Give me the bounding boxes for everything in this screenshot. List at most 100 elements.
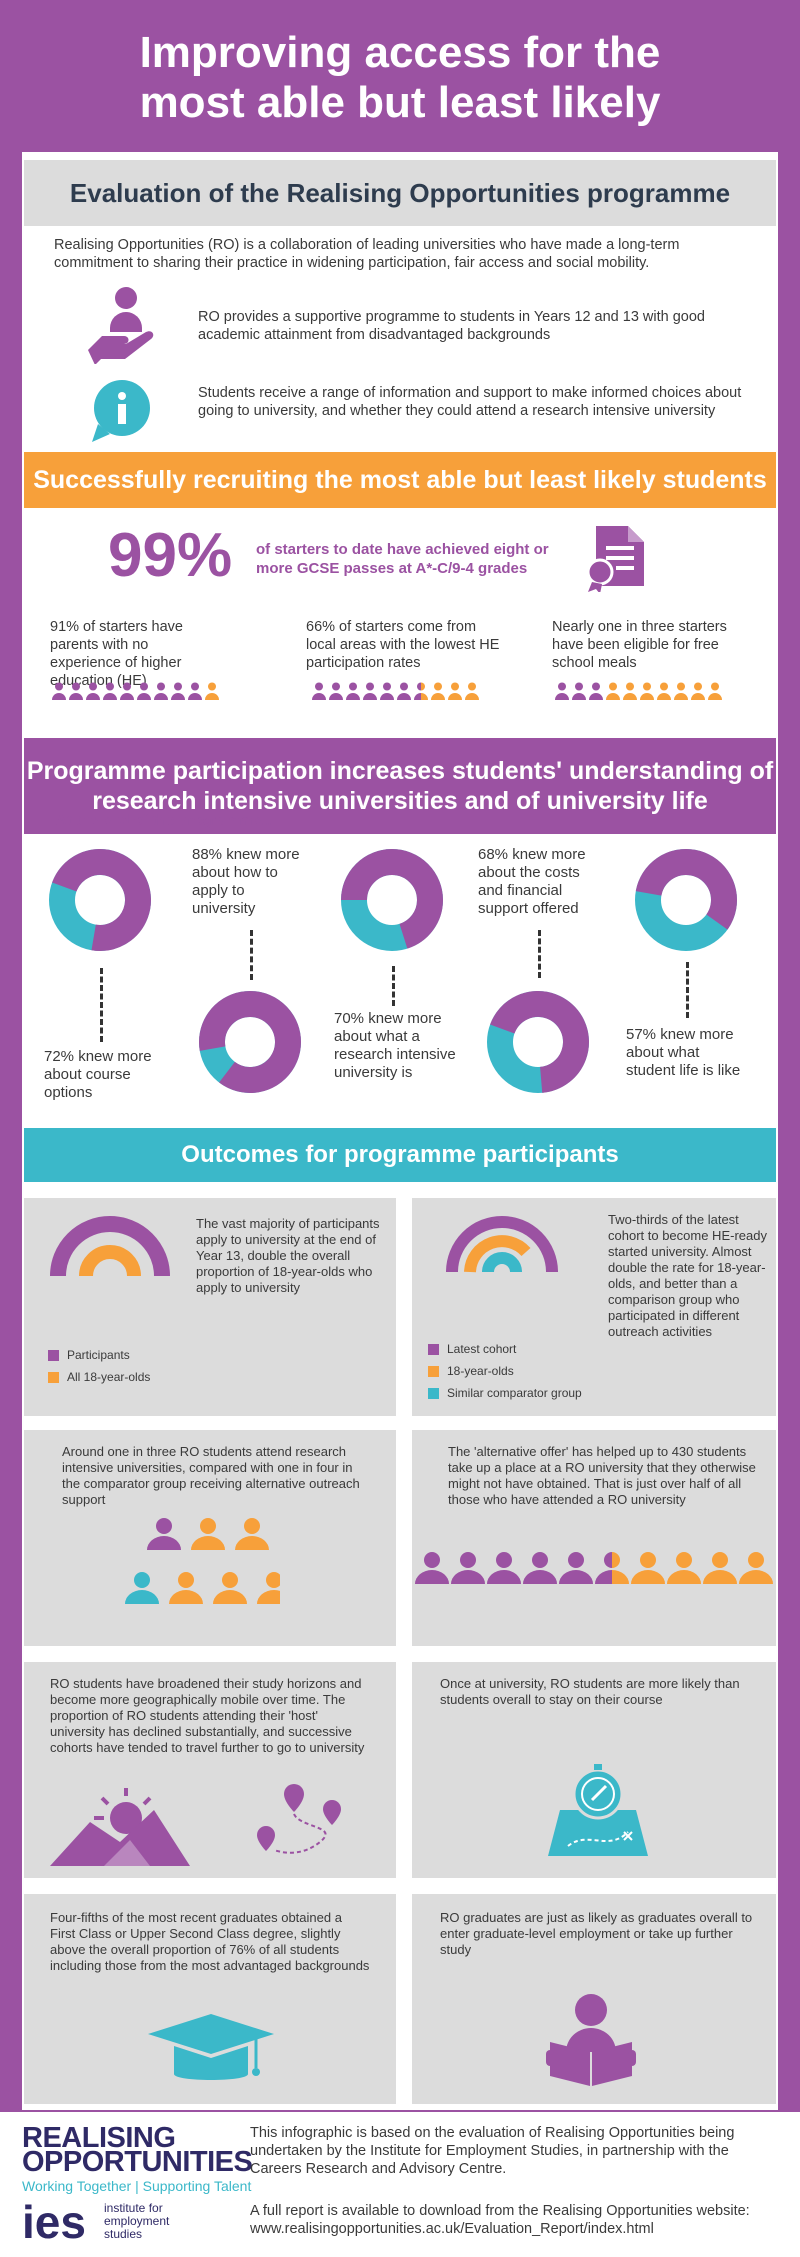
legend-latest-cohort: Latest cohort xyxy=(428,1342,582,1356)
person xyxy=(572,682,586,705)
donut-3-value xyxy=(341,849,443,951)
person xyxy=(312,682,326,705)
person xyxy=(708,682,722,705)
person-icon xyxy=(465,682,479,700)
person xyxy=(555,682,569,705)
footer xyxy=(0,2112,800,2257)
person xyxy=(188,682,202,705)
outcome-card-6-text: Once at university, RO students are more… xyxy=(440,1676,740,1707)
person-icon xyxy=(329,682,343,700)
people-row-1 xyxy=(52,682,222,705)
person-icon xyxy=(640,682,654,700)
person-icon xyxy=(235,1518,269,1550)
outcome-card-2-text: Two-thirds of the latest cohort to becom… xyxy=(608,1212,767,1339)
recruit-stat-1: 91% of starters have parents with no exp… xyxy=(50,619,183,689)
person-icon xyxy=(171,682,185,700)
participation-title-line2: research intensive universities and of u… xyxy=(92,787,708,815)
outcome-card-3-text: Around one in three RO students attend r… xyxy=(62,1444,360,1507)
recruit-stat-2: 66% of starters come from local areas wi… xyxy=(306,619,500,671)
donut-label-1: 72% knew more about course options xyxy=(44,1048,152,1101)
person-icon xyxy=(487,1552,521,1584)
map-travel-icon xyxy=(50,1784,341,1866)
donut-label-3: 70% knew more about what a research inte… xyxy=(334,1010,456,1081)
outcome-card-1-text: The vast majority of participants apply … xyxy=(196,1216,380,1295)
person-icon xyxy=(380,682,394,700)
donut-label-5: 57% knew more about what student life is… xyxy=(626,1026,741,1079)
person-icon xyxy=(739,1552,773,1584)
dash-5 xyxy=(686,962,689,1018)
person xyxy=(691,682,705,705)
person xyxy=(397,682,411,705)
person xyxy=(657,682,671,705)
evaluation-point-2: Students receive a range of information … xyxy=(198,385,742,419)
person-icon xyxy=(657,682,671,700)
person-icon xyxy=(606,682,620,700)
recruit-stat-3: Nearly one in three starters have been e… xyxy=(552,619,727,671)
person-icon xyxy=(708,682,722,700)
donut-5-value xyxy=(635,848,737,951)
legend-comparator-label: Similar comparator group xyxy=(447,1386,582,1400)
person xyxy=(346,682,360,705)
outcome-card-8-text: RO graduates are just as likely as gradu… xyxy=(440,1910,753,1957)
ies-name: institute for employment studies xyxy=(104,2201,170,2241)
legend-latest-cohort-label: Latest cohort xyxy=(447,1342,517,1356)
recruiting-title: Successfully recruiting the most able bu… xyxy=(24,452,776,508)
person-icon xyxy=(431,682,445,700)
donut-4-value xyxy=(487,991,589,1093)
person-icon xyxy=(572,682,586,700)
person-icon xyxy=(595,1552,629,1584)
participation-title-line1: Programme participation increases studen… xyxy=(26,757,774,785)
big-stat: 99% xyxy=(108,521,233,590)
outcomes-title: Outcomes for programme participants xyxy=(24,1128,776,1182)
donut-label-4: 68% knew more about the costs and financ… xyxy=(478,846,586,917)
person xyxy=(606,682,620,705)
outcome-card-4-text: The 'alternative offer' has helped up to… xyxy=(448,1444,756,1507)
person xyxy=(171,682,185,705)
person-icon xyxy=(188,682,202,700)
arc-chart-2 xyxy=(446,1216,558,1273)
person-icon xyxy=(52,682,66,700)
person-icon xyxy=(191,1518,225,1550)
dash-2 xyxy=(250,930,253,980)
page-header: Improving access for the most able but l… xyxy=(0,0,800,152)
person xyxy=(414,682,428,705)
person xyxy=(329,682,343,705)
person xyxy=(380,682,394,705)
page-title-line1: Improving access for the xyxy=(139,28,661,77)
person xyxy=(69,682,83,705)
person xyxy=(431,682,445,705)
outcome-card-7-text: Four-fifths of the most recent graduates… xyxy=(50,1910,370,1973)
outcome-card-4 xyxy=(412,1430,776,1646)
card-2-legend: Latest cohort 18-year-olds Similar compa… xyxy=(428,1342,582,1408)
evaluation-point-1: RO provides a supportive programme to st… xyxy=(198,309,705,343)
ro-logo: REALISING OPPORTUNITIES xyxy=(22,2124,253,2177)
person-icon xyxy=(346,682,360,700)
person xyxy=(465,682,479,705)
person-icon xyxy=(623,682,637,700)
person-icon xyxy=(169,1572,203,1604)
info-icon xyxy=(92,380,150,442)
dash-3 xyxy=(392,966,395,1006)
person-icon xyxy=(703,1552,737,1584)
person xyxy=(120,682,134,705)
legend-comparator-group: Similar comparator group xyxy=(428,1386,582,1400)
person-icon xyxy=(397,682,411,700)
participation-title: Programme participation increases studen… xyxy=(24,738,776,834)
person-icon xyxy=(86,682,100,700)
person-icon xyxy=(363,682,377,700)
person xyxy=(205,682,219,705)
people-row-3 xyxy=(555,682,725,705)
person-icon xyxy=(120,682,134,700)
big-stat-text: of starters to date have achieved eight … xyxy=(256,541,549,577)
person-icon xyxy=(154,682,168,700)
person xyxy=(86,682,100,705)
person-icon xyxy=(674,682,688,700)
person-icon xyxy=(523,1552,557,1584)
donut-label-2: 88% knew more about how to apply to univ… xyxy=(192,846,300,917)
person xyxy=(52,682,66,705)
donut-1-value xyxy=(48,849,151,951)
person-icon xyxy=(312,682,326,700)
reading-person-icon xyxy=(546,1994,636,2086)
dash-1 xyxy=(100,968,103,1042)
outcome-card-5-text: RO students have broadened their study h… xyxy=(50,1676,365,1755)
